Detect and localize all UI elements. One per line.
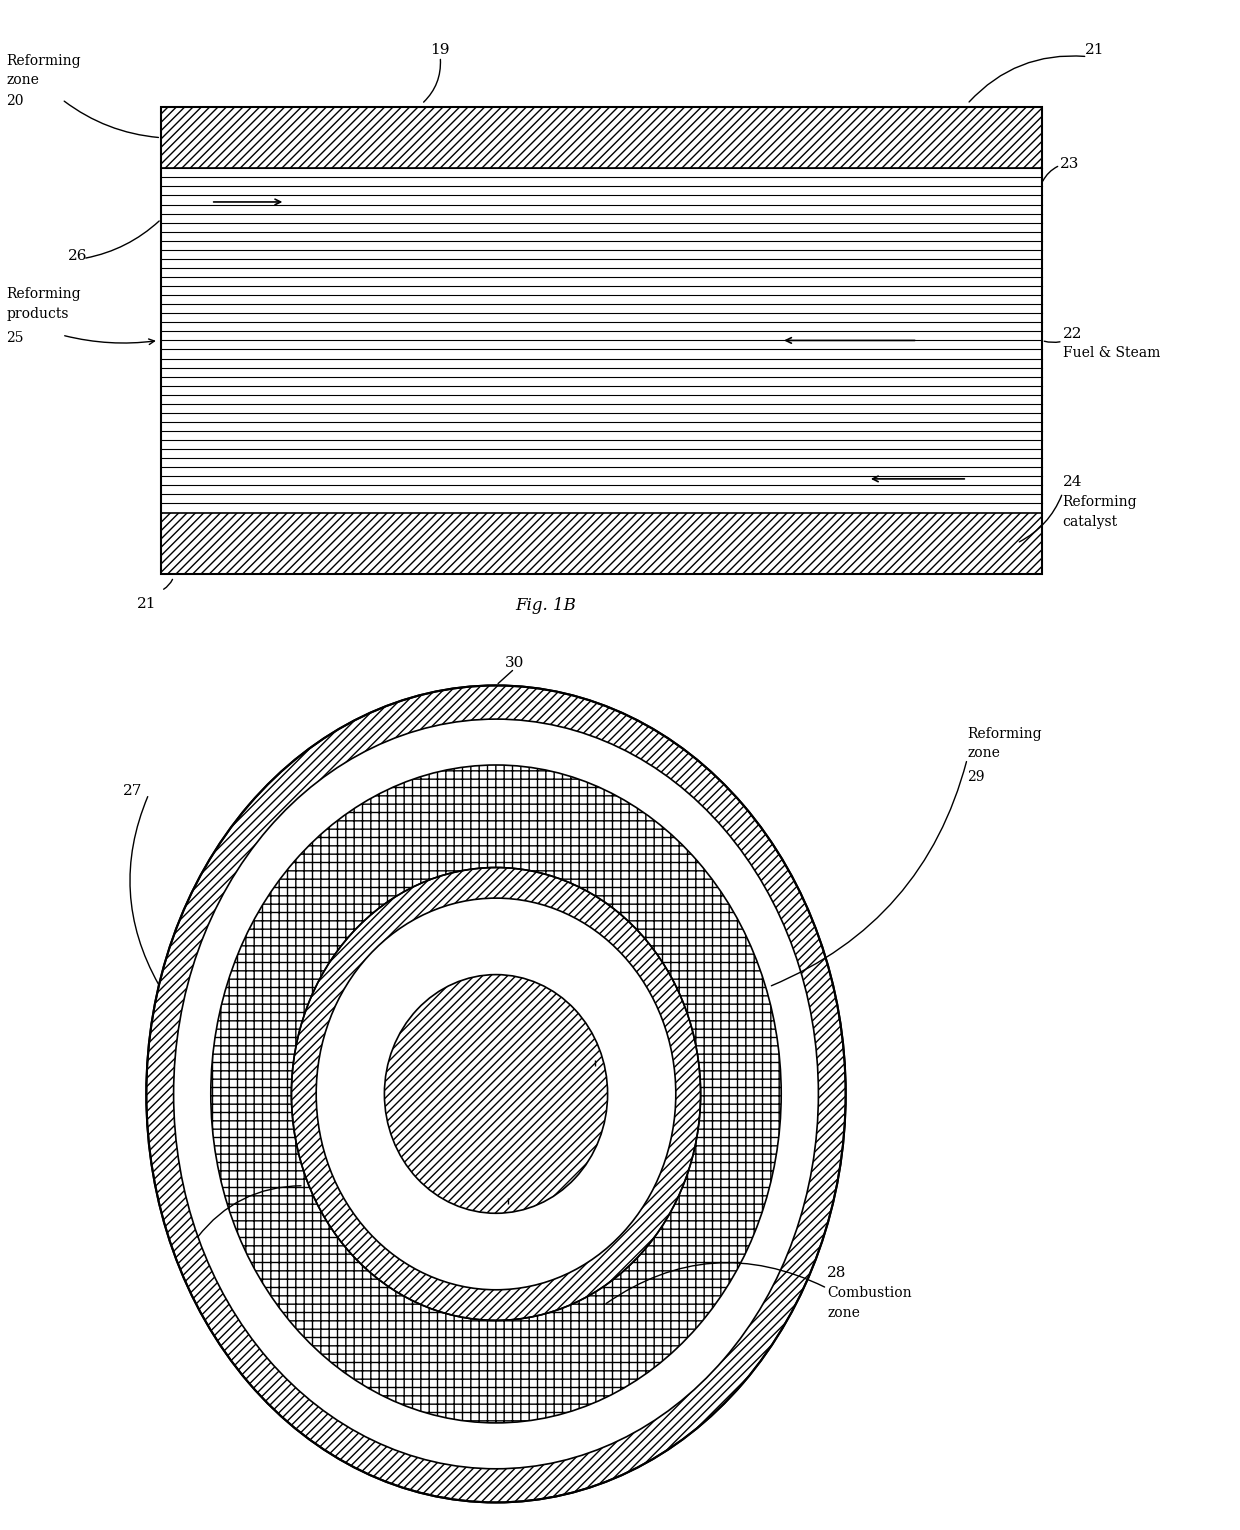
Ellipse shape xyxy=(174,719,818,1469)
Text: catalyst: catalyst xyxy=(1063,514,1117,529)
Text: 29: 29 xyxy=(967,770,985,785)
Bar xyxy=(161,513,1042,574)
Text: Fig. 1B: Fig. 1B xyxy=(515,597,577,614)
Text: zone: zone xyxy=(967,745,1001,760)
Text: 31: 31 xyxy=(170,1238,190,1253)
Text: 24: 24 xyxy=(1063,474,1083,490)
Text: zone: zone xyxy=(6,72,40,87)
Ellipse shape xyxy=(316,898,676,1290)
Text: Reforming: Reforming xyxy=(6,286,81,301)
Text: Fuel & Steam: Fuel & Steam xyxy=(1063,346,1161,361)
Text: 30: 30 xyxy=(505,656,525,670)
Text: Fig. 1C: Fig. 1C xyxy=(515,1472,577,1490)
Text: 20: 20 xyxy=(6,93,24,109)
Text: 19: 19 xyxy=(430,43,450,57)
Text: zone: zone xyxy=(827,1305,861,1320)
Ellipse shape xyxy=(291,868,701,1320)
Bar xyxy=(161,107,1042,574)
Ellipse shape xyxy=(146,685,846,1502)
Ellipse shape xyxy=(384,975,608,1213)
Bar xyxy=(161,107,1042,168)
Text: 22: 22 xyxy=(1063,326,1083,341)
Text: 21: 21 xyxy=(1085,43,1105,57)
Text: 21: 21 xyxy=(136,597,156,610)
Text: Combustion: Combustion xyxy=(827,1285,911,1300)
Text: 28: 28 xyxy=(827,1265,847,1281)
Text: 27: 27 xyxy=(123,783,143,799)
Bar xyxy=(161,107,1042,574)
Text: 23: 23 xyxy=(1060,156,1080,171)
Ellipse shape xyxy=(211,765,781,1423)
Text: Reforming: Reforming xyxy=(6,54,81,69)
Text: products: products xyxy=(6,306,68,321)
Text: Reforming: Reforming xyxy=(967,727,1042,742)
Text: 26: 26 xyxy=(68,248,88,263)
Text: 25: 25 xyxy=(6,330,24,346)
Text: Reforming: Reforming xyxy=(1063,494,1137,509)
